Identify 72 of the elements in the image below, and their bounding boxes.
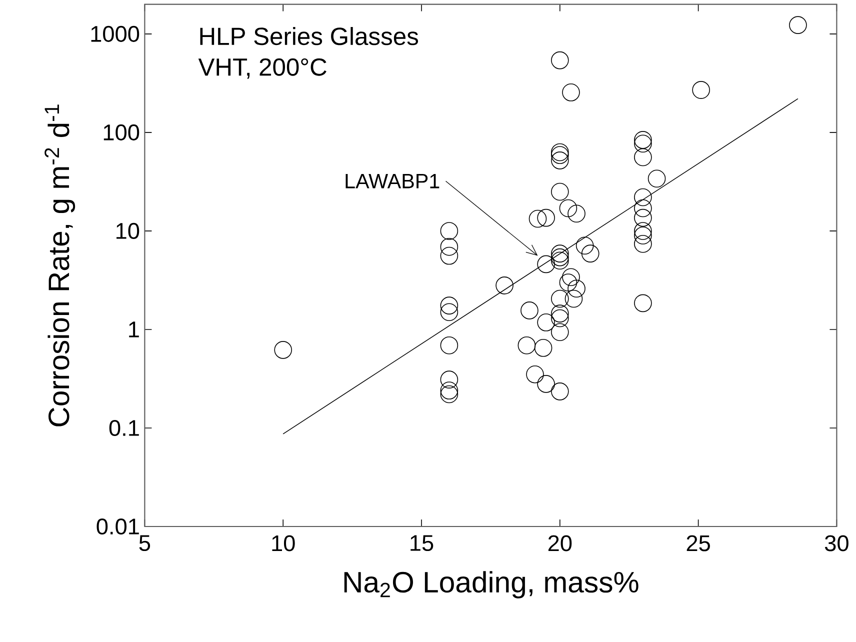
point [551,323,569,342]
x-tick-label: 25 [686,535,710,552]
point [551,290,569,308]
point [520,302,538,320]
point [526,365,544,384]
point [518,336,536,354]
point [528,210,547,228]
point [440,303,458,322]
point [634,199,652,218]
point [440,382,458,400]
point [551,248,569,266]
point [634,131,652,149]
point [562,84,580,102]
point [551,252,569,270]
y-tick-label: 0.1 [109,420,139,436]
point [551,143,569,162]
point [537,255,555,274]
point [634,294,652,312]
x-tick-label: 20 [548,535,572,552]
point [551,146,569,164]
annotation: LAWABP1 [346,174,440,188]
point [537,208,555,227]
point [551,304,569,322]
point [440,336,458,354]
point [537,313,555,332]
point [551,382,569,400]
point [440,370,458,388]
point [551,182,569,201]
point [634,226,652,244]
point [692,81,710,99]
point [634,148,652,166]
point [559,199,578,218]
point [559,274,578,292]
x-tick-label: 5 [139,535,150,552]
point [634,234,652,253]
point [568,280,586,298]
x-tick-label: 30 [824,535,848,552]
x-axis-title: Na$_{2}$O Loading, mass% [344,571,638,598]
y-tick-label: 100 [104,124,140,140]
point [634,188,652,206]
point [634,134,652,153]
annotation: VHT, 200°C [198,58,326,79]
point [634,208,652,227]
point [440,385,458,404]
point [534,339,552,357]
point [564,290,583,308]
point [537,375,555,393]
point [551,152,569,170]
y-tick-label: 1 [129,322,139,338]
point [496,276,514,294]
point [789,16,807,34]
point [551,51,569,70]
x-tick-label: 15 [410,535,434,552]
y-tick-label: 1000 [91,26,140,42]
point [576,236,594,255]
y-tick-label: 0.01 [96,518,139,535]
point [562,268,580,286]
point [274,341,292,359]
point [440,222,458,240]
point [440,296,458,314]
point [440,246,458,265]
annotation: HLP Series Glasses [200,27,418,46]
point [440,238,458,256]
point [568,204,586,223]
point [634,222,652,240]
point [551,244,569,262]
x-tick-label: 10 [272,535,295,552]
point [551,309,569,328]
point [648,170,666,188]
y-tick-label: 10 [116,222,140,239]
y-axis-title: Corrosion Rate, g m$^{-2}$ d$^{-1}$ [44,104,76,426]
point [581,244,600,262]
